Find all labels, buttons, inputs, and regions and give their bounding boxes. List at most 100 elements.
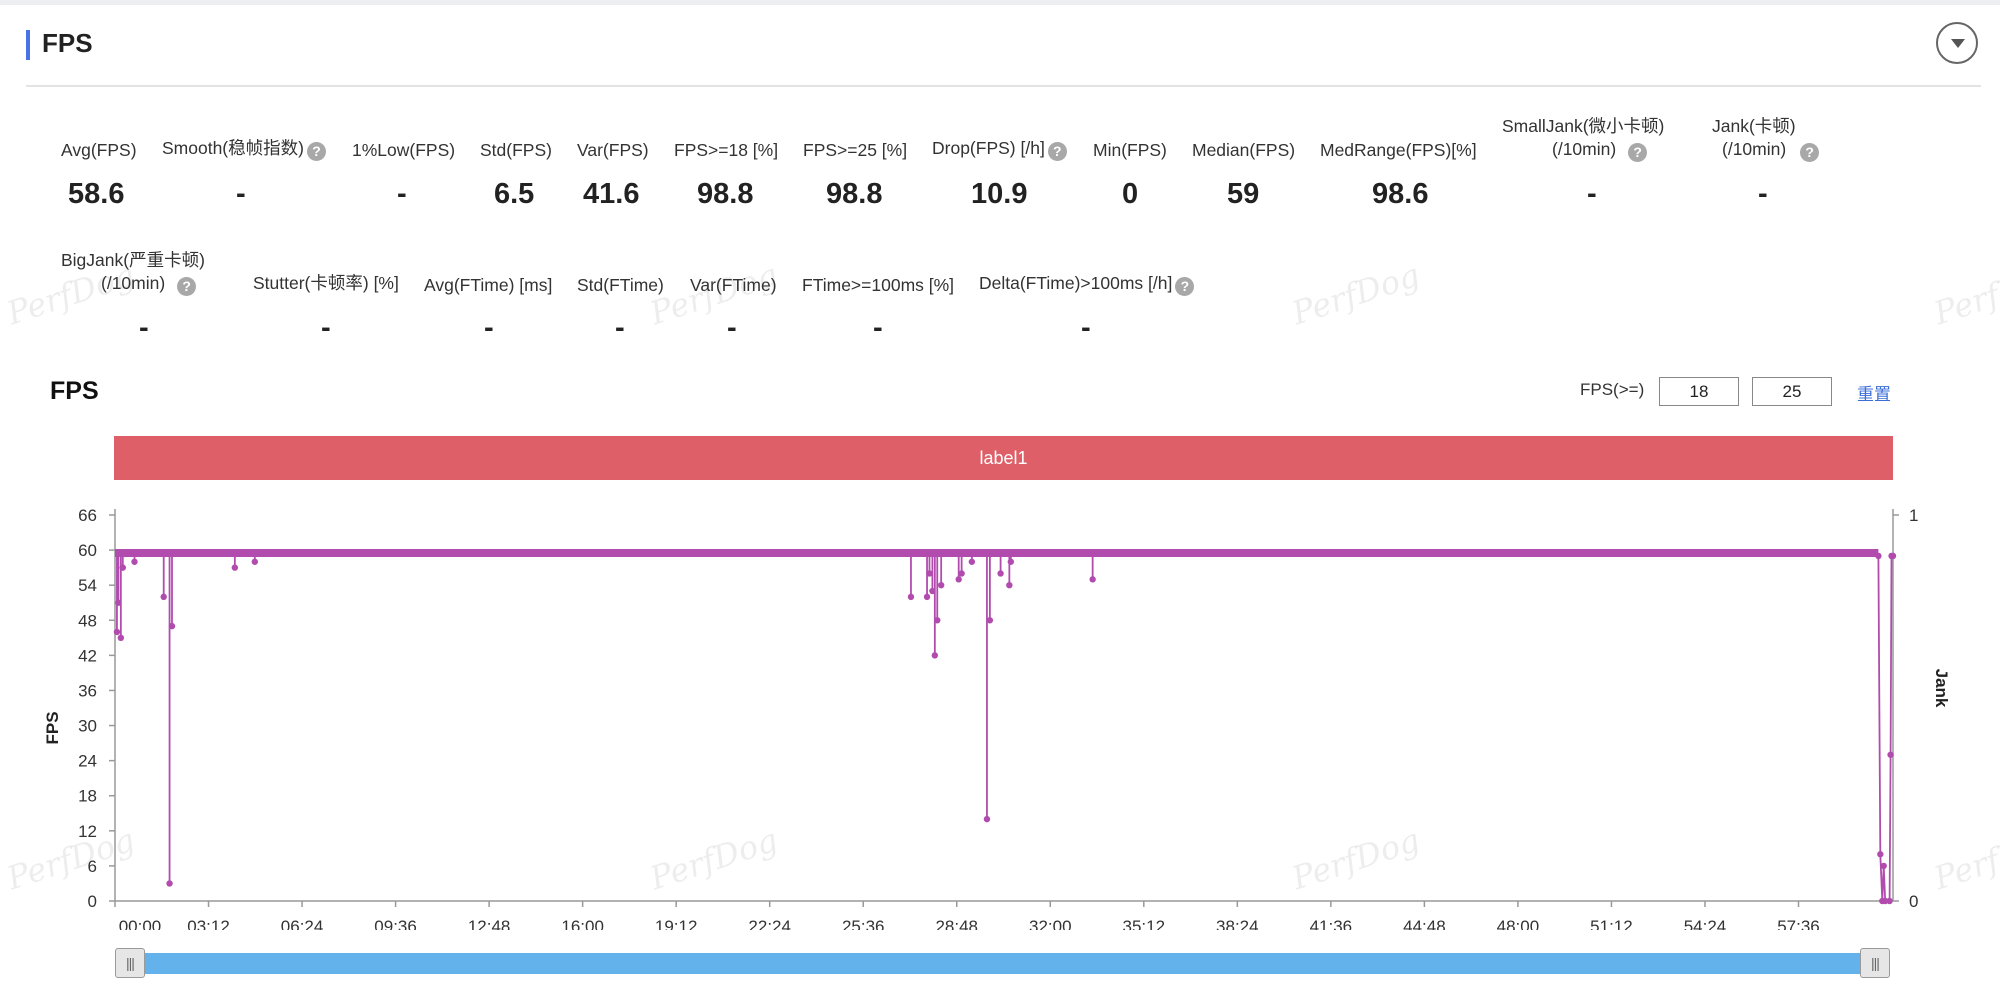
y-tick-label: 66 — [78, 506, 97, 525]
metric-label: Min(FPS) — [1093, 140, 1167, 160]
metric-label: Stutter(卡顿率) [%] — [253, 273, 399, 293]
metric-label: MedRange(FPS)[%] — [1320, 140, 1477, 160]
x-tick-label: 44:48 — [1403, 917, 1446, 930]
metric-label: Median(FPS) — [1192, 140, 1296, 160]
fps-data-point — [1889, 552, 1897, 560]
metric-value: - — [1758, 178, 1768, 210]
y-tick-label: 54 — [78, 576, 97, 595]
fps-data-point — [1887, 751, 1894, 758]
y-tick-label: 12 — [78, 822, 97, 841]
section-title: FPS — [42, 28, 93, 58]
help-icon[interactable]: ? — [1628, 143, 1648, 162]
metric-label: Jank(卡顿) — [1712, 116, 1796, 136]
fps-data-point — [983, 815, 991, 823]
fps-data-point — [955, 576, 962, 583]
threshold-input-2[interactable] — [1752, 377, 1832, 406]
y-tick-label: 18 — [78, 787, 97, 806]
metric-value: 98.8 — [697, 178, 754, 210]
x-tick-label: 38:24 — [1216, 917, 1259, 930]
fps-data-point — [926, 570, 933, 577]
metric-value: - — [1081, 312, 1091, 344]
y2-tick-label: 1 — [1909, 506, 1918, 525]
metric-value: - — [139, 312, 149, 344]
x-tick-label: 03:12 — [187, 917, 230, 930]
fps-data-point — [907, 593, 915, 601]
y2-axis: 01 — [1892, 506, 1918, 911]
fps-data-point — [168, 622, 176, 630]
section-accent-bar — [26, 30, 30, 60]
fps-data-point — [968, 558, 976, 565]
metric-value: - — [236, 178, 246, 210]
metric-value: - — [873, 312, 883, 344]
metric-label-unit: (/10min)? — [1552, 137, 1648, 162]
metric-value: - — [1587, 178, 1597, 210]
threshold-input-1[interactable] — [1659, 377, 1739, 406]
section-divider — [26, 85, 1981, 87]
metric-label: Std(FTime) — [577, 275, 664, 295]
fps-data-point — [937, 581, 945, 589]
help-icon[interactable]: ? — [306, 142, 326, 161]
x-tick-label: 16:00 — [561, 917, 604, 930]
slider-handle-left[interactable]: ||| — [115, 948, 145, 978]
help-icon[interactable]: ? — [1800, 143, 1820, 162]
x-tick-label: 32:00 — [1029, 917, 1072, 930]
help-icon[interactable]: ? — [177, 277, 197, 296]
y-tick-label: 24 — [78, 752, 97, 771]
x-tick-label: 06:24 — [281, 917, 324, 930]
fps-data-point — [1880, 862, 1887, 870]
fps-data-point — [923, 593, 931, 601]
x-tick-label: 51:12 — [1590, 917, 1633, 930]
label-band[interactable]: label1 — [114, 436, 1893, 480]
chart-title: FPS — [50, 377, 99, 405]
metric-label: SmallJank(微小卡顿) — [1502, 116, 1665, 136]
metric-value: 59 — [1227, 178, 1260, 210]
metric-label: Std(FPS) — [480, 140, 552, 160]
fps-data-point — [160, 593, 167, 601]
y-tick-label: 36 — [78, 681, 97, 700]
metric-value: - — [727, 312, 737, 344]
threshold-label: FPS(>=) — [1580, 380, 1645, 399]
help-icon[interactable]: ? — [1047, 142, 1067, 161]
metric-label: Delta(FTime)>100ms [/h]? — [979, 271, 1195, 296]
y2-tick-label: 0 — [1909, 892, 1918, 911]
fps-data-point — [1877, 851, 1884, 858]
metric-value: 6.5 — [494, 178, 535, 210]
top-strip — [0, 0, 2000, 5]
y-axis: 0 6 12 18 24 30 36 42 48 54 60 66 — [78, 506, 116, 911]
slider-handle-right[interactable]: ||| — [1860, 948, 1890, 978]
x-tick-label: 09:36 — [374, 917, 417, 930]
metric-label-unit: (/10min)? — [101, 271, 197, 296]
x-tick-label: 22:24 — [748, 917, 791, 930]
time-range-slider-track[interactable] — [130, 953, 1868, 974]
x-tick-label: 48:00 — [1497, 917, 1540, 930]
fps-data-point — [231, 564, 239, 571]
fps-data-point — [131, 558, 138, 565]
metric-value: 58.6 — [68, 178, 125, 210]
reset-link[interactable]: 重置 — [1857, 385, 1891, 404]
y-tick-label: 6 — [88, 857, 97, 876]
metric-label: Avg(FPS) — [61, 140, 137, 160]
x-tick-label: 00:00 — [119, 917, 162, 930]
x-axis: 00:00 03:12 06:24 09:36 12:48 16:00 19:12 22:24… — [114, 900, 1893, 930]
x-tick-label: 28:48 — [935, 917, 978, 930]
y-tick-label: 42 — [78, 646, 97, 665]
fps-data-point — [166, 880, 173, 887]
help-icon[interactable]: ? — [1175, 277, 1195, 296]
y2-axis-label: Jank — [1932, 669, 1951, 708]
collapse-toggle-button[interactable] — [1936, 22, 1978, 64]
metric-label: Var(FTime) — [690, 275, 777, 295]
fps-tail-line — [1877, 555, 1893, 902]
metric-label: FTime>=100ms [%] — [802, 275, 955, 295]
metric-label: Smooth(稳帧指数)? — [162, 136, 326, 161]
metric-value: 10.9 — [971, 178, 1028, 210]
metric-label: BigJank(严重卡顿) — [61, 250, 205, 270]
metric-value: 41.6 — [583, 178, 640, 210]
fps-data-point — [986, 617, 994, 624]
fps-series — [113, 549, 1897, 905]
fps-data-point — [113, 628, 121, 636]
x-tick-label: 54:24 — [1684, 917, 1727, 930]
fps-baseline-band — [115, 549, 1879, 558]
x-tick-label: 19:12 — [655, 917, 698, 930]
x-tick-label: 35:12 — [1123, 917, 1166, 930]
